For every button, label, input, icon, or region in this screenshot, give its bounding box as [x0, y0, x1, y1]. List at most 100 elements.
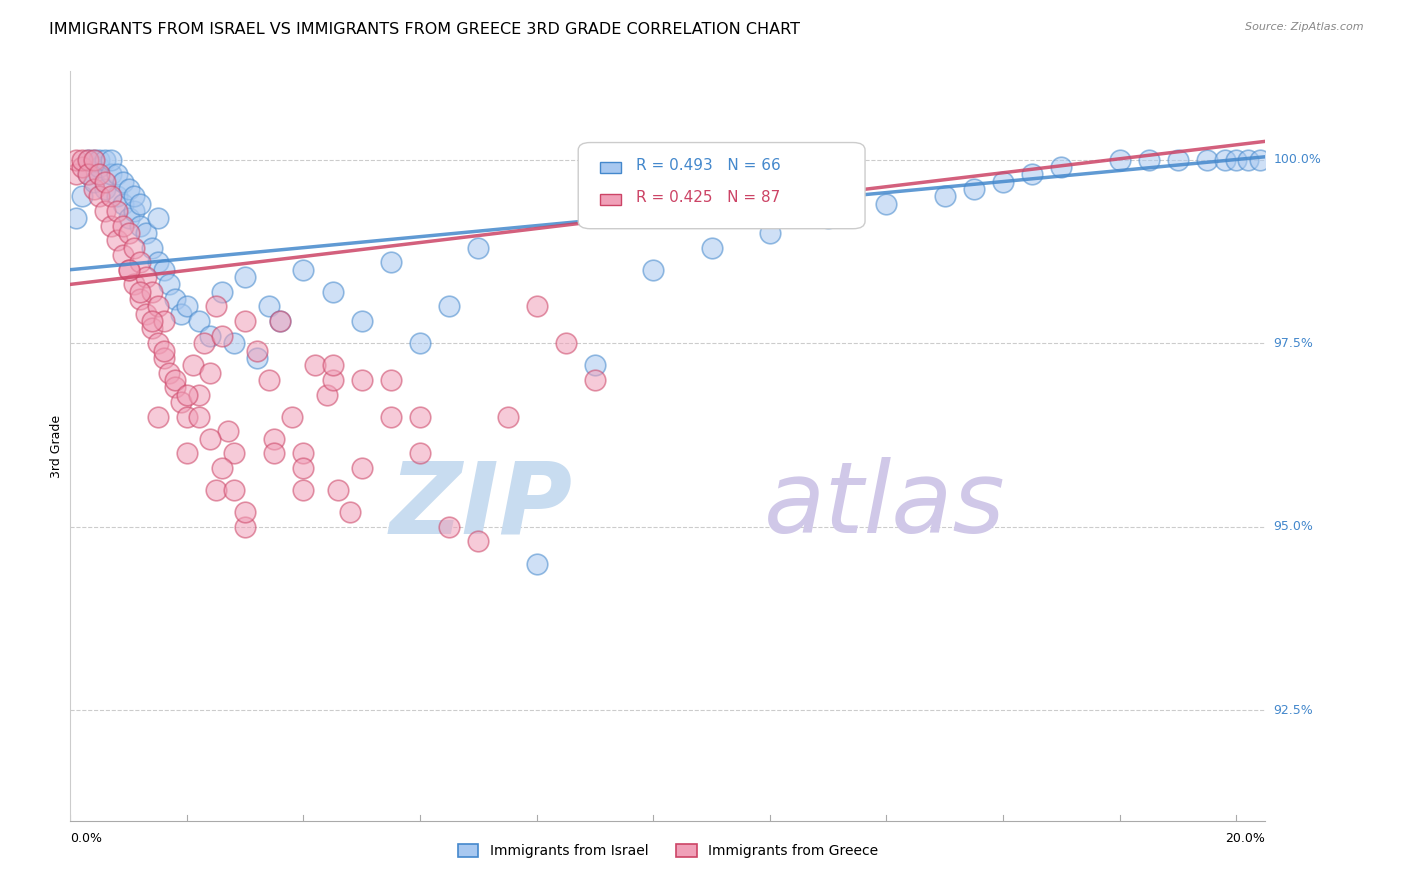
Point: [211, 328, 233, 343]
Point: [292, 446, 315, 460]
Point: [380, 255, 402, 269]
Point: [643, 262, 665, 277]
Point: [875, 196, 897, 211]
Point: [146, 300, 169, 314]
Point: [246, 351, 269, 365]
Text: 0.0%: 0.0%: [70, 831, 103, 845]
Point: [211, 461, 233, 475]
Point: [246, 343, 269, 358]
Point: [292, 262, 315, 277]
Point: [1050, 160, 1073, 174]
Point: [129, 285, 152, 299]
Text: atlas: atlas: [763, 458, 1005, 555]
Point: [83, 175, 105, 189]
Point: [135, 270, 157, 285]
Point: [200, 432, 222, 446]
Point: [1167, 153, 1189, 167]
Point: [583, 358, 606, 372]
Text: R = 0.425   N = 87: R = 0.425 N = 87: [636, 190, 780, 205]
Point: [94, 153, 117, 167]
Point: [257, 373, 280, 387]
Point: [89, 153, 111, 167]
Point: [187, 387, 209, 401]
Point: [94, 175, 117, 189]
Point: [76, 153, 98, 167]
Point: [1249, 153, 1271, 167]
Point: [181, 358, 204, 372]
Point: [409, 336, 432, 351]
Point: [200, 328, 222, 343]
Point: [281, 409, 304, 424]
Point: [1225, 153, 1247, 167]
Point: [176, 446, 198, 460]
Point: [94, 182, 117, 196]
Point: [70, 160, 93, 174]
Point: [152, 314, 174, 328]
Point: [146, 336, 169, 351]
Point: [141, 241, 163, 255]
Point: [1021, 167, 1043, 181]
Point: [124, 241, 146, 255]
FancyBboxPatch shape: [600, 194, 620, 205]
Point: [117, 262, 139, 277]
Point: [83, 182, 105, 196]
Point: [89, 167, 111, 181]
Point: [467, 534, 489, 549]
Point: [157, 366, 180, 380]
Point: [991, 175, 1014, 189]
Point: [111, 175, 134, 189]
Point: [152, 351, 174, 365]
Point: [89, 189, 111, 203]
Point: [100, 153, 122, 167]
Point: [165, 380, 187, 394]
Point: [187, 409, 209, 424]
Point: [1213, 153, 1236, 167]
Point: [65, 167, 87, 181]
Point: [700, 241, 723, 255]
Point: [554, 336, 576, 351]
Text: 20.0%: 20.0%: [1226, 831, 1265, 845]
Point: [233, 270, 256, 285]
Point: [83, 153, 105, 167]
Point: [141, 285, 163, 299]
Point: [322, 373, 344, 387]
Point: [105, 189, 128, 203]
Text: 97.5%: 97.5%: [1274, 336, 1313, 350]
Point: [193, 336, 215, 351]
Point: [205, 483, 228, 497]
Point: [233, 505, 256, 519]
Point: [89, 160, 111, 174]
Point: [222, 336, 245, 351]
Point: [817, 211, 839, 226]
Point: [83, 153, 105, 167]
Point: [117, 182, 139, 196]
Point: [257, 300, 280, 314]
Point: [117, 226, 139, 240]
Point: [339, 505, 361, 519]
Point: [1137, 153, 1160, 167]
Point: [129, 255, 152, 269]
Point: [105, 203, 128, 218]
Point: [187, 314, 209, 328]
Point: [526, 300, 548, 314]
Point: [1237, 153, 1260, 167]
Point: [263, 446, 285, 460]
Point: [170, 307, 193, 321]
Point: [380, 409, 402, 424]
Point: [94, 203, 117, 218]
Point: [70, 153, 93, 167]
Text: IMMIGRANTS FROM ISRAEL VS IMMIGRANTS FROM GREECE 3RD GRADE CORRELATION CHART: IMMIGRANTS FROM ISRAEL VS IMMIGRANTS FRO…: [49, 22, 800, 37]
Text: 95.0%: 95.0%: [1274, 520, 1313, 533]
Text: ZIP: ZIP: [389, 458, 572, 555]
Point: [157, 277, 180, 292]
Point: [759, 226, 782, 240]
Point: [100, 219, 122, 233]
Point: [269, 314, 291, 328]
Point: [146, 211, 169, 226]
Point: [380, 373, 402, 387]
Text: R = 0.493   N = 66: R = 0.493 N = 66: [636, 158, 780, 172]
Point: [76, 153, 98, 167]
Point: [152, 262, 174, 277]
FancyBboxPatch shape: [578, 143, 865, 228]
Point: [176, 409, 198, 424]
